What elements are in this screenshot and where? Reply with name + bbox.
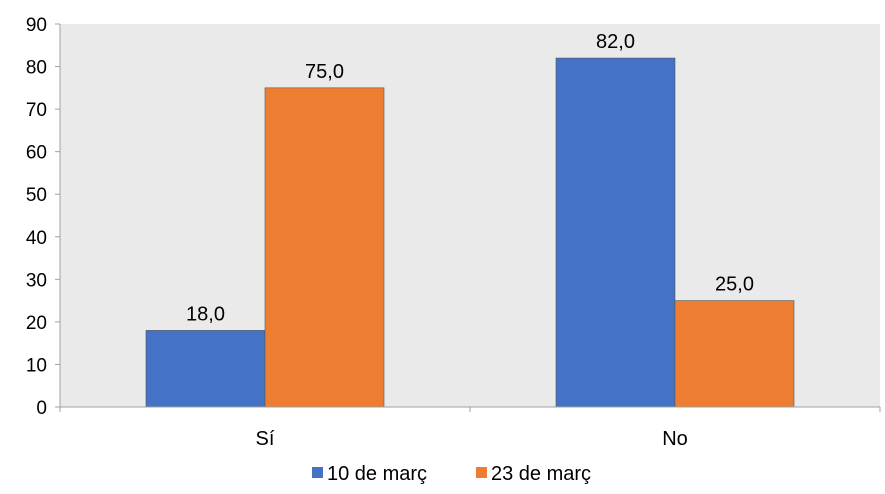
y-tick-label: 30 <box>26 270 47 291</box>
y-axis-ticks: 0 10 20 30 40 50 60 70 80 90 <box>26 15 60 419</box>
legend: 10 de març 23 de març <box>312 463 591 485</box>
data-label: 82,0 <box>596 31 635 53</box>
y-tick-label: 80 <box>26 58 47 79</box>
data-label: 25,0 <box>715 274 754 296</box>
data-labels: 18,0 75,0 82,0 25,0 <box>186 31 754 325</box>
bar <box>555 57 676 408</box>
legend-label: 10 de març <box>327 463 427 485</box>
y-tick-label: 60 <box>26 143 47 164</box>
y-tick-label: 0 <box>36 398 47 419</box>
y-tick-label: 20 <box>26 313 47 334</box>
bar <box>264 87 385 408</box>
y-tick-label: 40 <box>26 228 47 249</box>
x-axis-categories: Sí No <box>59 407 881 450</box>
x-category-label: Sí <box>256 428 275 450</box>
y-tick-label: 70 <box>26 100 47 121</box>
y-tick-label: 10 <box>26 355 47 376</box>
bar <box>145 330 266 408</box>
legend-swatch <box>312 467 323 478</box>
y-tick-label: 50 <box>26 185 47 206</box>
bars-layer <box>145 57 795 408</box>
legend-label: 23 de març <box>491 463 591 485</box>
data-label: 75,0 <box>305 61 344 83</box>
x-category-label: No <box>662 428 688 450</box>
bar <box>674 300 795 408</box>
y-tick-label: 90 <box>26 15 47 36</box>
data-label: 18,0 <box>186 303 225 325</box>
legend-swatch <box>476 467 487 478</box>
